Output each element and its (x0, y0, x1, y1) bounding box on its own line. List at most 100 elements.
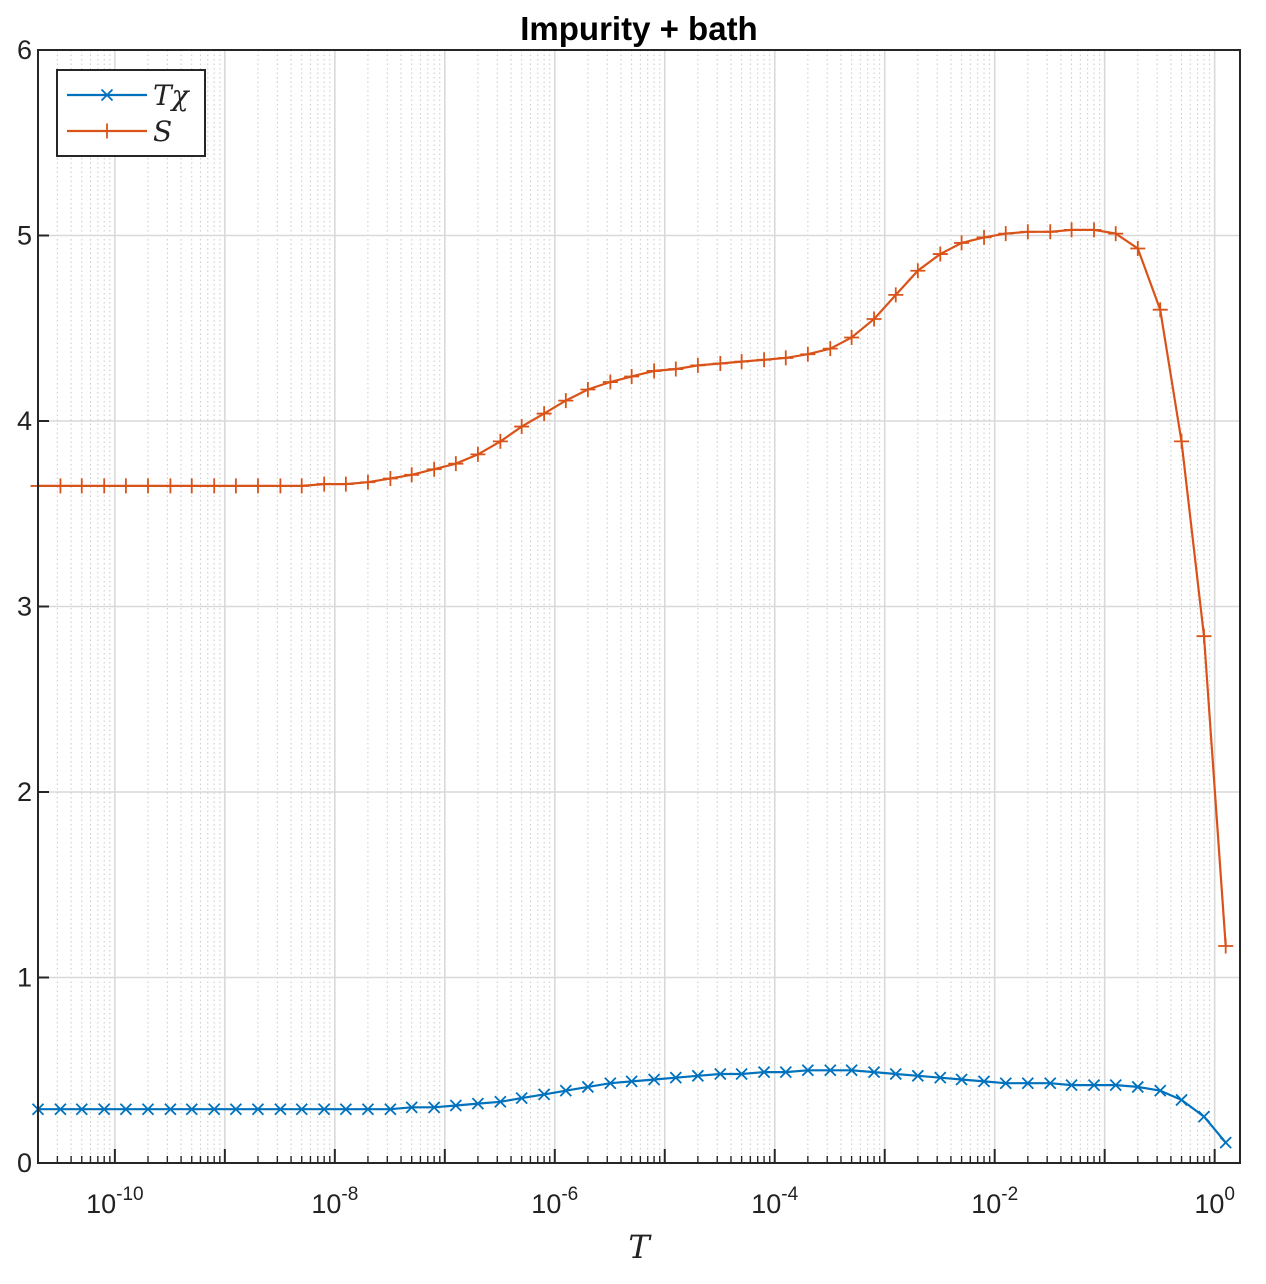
data-point (75, 1103, 88, 1116)
data-point (316, 476, 332, 492)
data-point (932, 246, 948, 262)
data-point (1020, 224, 1036, 240)
data-point (1108, 226, 1124, 242)
legend-label: S (153, 115, 172, 148)
data-point (867, 1065, 881, 1079)
series-s (30, 222, 1234, 954)
data-point (558, 393, 574, 409)
data-point (1109, 1078, 1122, 1092)
data-point (515, 1091, 528, 1105)
data-point (714, 1067, 727, 1081)
data-point (229, 1103, 243, 1116)
data-point (910, 263, 926, 279)
data-point (1064, 222, 1080, 238)
y-axis: 0 1 2 3 4 5 6 (17, 35, 49, 1178)
data-point (580, 381, 596, 397)
data-point (96, 478, 112, 494)
data-point (779, 1065, 792, 1079)
data-point (295, 1103, 308, 1116)
data-point (976, 229, 992, 245)
data-point (274, 1103, 287, 1116)
data-point (934, 1071, 947, 1084)
data-point (448, 456, 464, 472)
data-point (735, 1067, 748, 1081)
data-point (647, 1073, 661, 1086)
data-point (382, 471, 398, 487)
data-point (449, 1099, 462, 1112)
y-tick-label: 0 (17, 1148, 32, 1178)
data-point (384, 1103, 397, 1116)
data-point (228, 478, 244, 494)
data-point (800, 346, 816, 362)
data-point (140, 478, 156, 494)
data-point (954, 235, 970, 251)
data-point (756, 352, 772, 368)
data-point (824, 1064, 837, 1077)
legend: TχS (56, 69, 206, 157)
x-tick-label: 10-8 (311, 1184, 358, 1219)
data-point (536, 406, 552, 422)
x-tick-label: 100 (1194, 1184, 1235, 1219)
data-point (1196, 628, 1212, 644)
legend-marker (100, 88, 114, 102)
data-point (866, 311, 882, 327)
grid (37, 49, 1240, 1164)
data-point (1131, 1080, 1144, 1094)
data-point (164, 1103, 177, 1116)
data-point (426, 461, 442, 477)
data-point (360, 474, 376, 490)
data-point (162, 478, 178, 494)
data-point (669, 1071, 682, 1084)
data-point (1174, 433, 1190, 449)
data-point (1021, 1077, 1034, 1090)
data-point (734, 354, 750, 370)
data-point (801, 1064, 814, 1077)
x-tick-label: 10-10 (86, 1184, 144, 1219)
data-point (1154, 1084, 1167, 1097)
data-point (492, 433, 508, 449)
data-point (52, 478, 68, 494)
data-point (118, 478, 134, 494)
data-point (404, 467, 420, 483)
y-tick-label: 6 (17, 35, 32, 65)
x-tick-label: 10-2 (971, 1184, 1018, 1219)
chart-title: Impurity + bath (520, 10, 757, 47)
data-point (494, 1095, 507, 1108)
data-point (668, 361, 684, 377)
data-point (1152, 302, 1168, 318)
data-point (339, 1103, 353, 1116)
legend-box (56, 69, 206, 157)
x-tick-label: 10-4 (751, 1184, 798, 1219)
data-point (141, 1103, 155, 1116)
data-point (911, 1069, 924, 1082)
legend-entry: Tχ (67, 79, 191, 112)
data-point (602, 374, 618, 390)
data-point (757, 1065, 771, 1079)
data-point (184, 478, 200, 494)
data-point (338, 476, 354, 492)
data-point (1065, 1078, 1078, 1092)
data-point (1218, 938, 1234, 954)
data-point (844, 330, 860, 346)
x-tick-label: 10-6 (531, 1184, 578, 1219)
data-point (1197, 1110, 1211, 1123)
data-point (822, 341, 838, 357)
data-point (471, 1097, 485, 1110)
data-point (206, 478, 222, 494)
data-point (998, 226, 1014, 242)
legend-marker (99, 123, 115, 139)
data-point (1042, 224, 1058, 240)
data-point (272, 478, 288, 494)
y-tick-label: 5 (17, 221, 32, 251)
data-point (405, 1101, 418, 1114)
series-layer (30, 222, 1234, 1149)
data-point (537, 1088, 551, 1101)
data-point (1175, 1093, 1188, 1107)
data-point (428, 1101, 441, 1114)
data-point (185, 1103, 198, 1116)
y-tick-label: 1 (17, 963, 32, 993)
data-point (98, 1103, 111, 1116)
data-point (470, 446, 486, 462)
data-point (1130, 240, 1146, 256)
